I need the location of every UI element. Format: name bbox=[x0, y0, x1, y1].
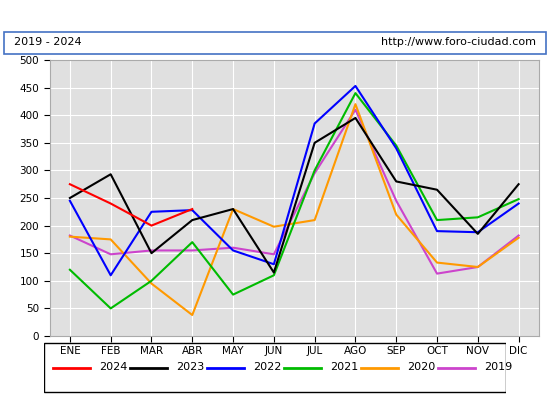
Text: 2024: 2024 bbox=[100, 362, 128, 372]
Text: 2022: 2022 bbox=[254, 362, 282, 372]
Text: 2019: 2019 bbox=[485, 362, 513, 372]
Text: 2021: 2021 bbox=[331, 362, 359, 372]
Text: 2020: 2020 bbox=[408, 362, 436, 372]
Text: 2023: 2023 bbox=[177, 362, 205, 372]
Text: http://www.foro-ciudad.com: http://www.foro-ciudad.com bbox=[381, 38, 536, 48]
Text: 2019 - 2024: 2019 - 2024 bbox=[14, 38, 81, 48]
Bar bbox=[4, 32, 546, 54]
Text: Evolucion Nº Turistas Nacionales en el municipio de Vallehermoso: Evolucion Nº Turistas Nacionales en el m… bbox=[28, 8, 522, 22]
